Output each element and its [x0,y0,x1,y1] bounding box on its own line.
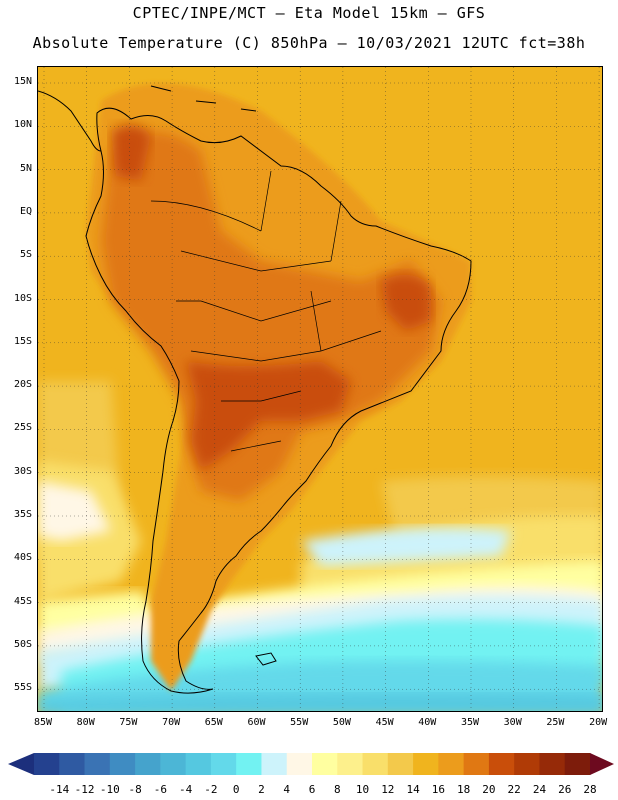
colorbar-swatch [34,753,60,775]
colorbar-label: 2 [258,783,265,796]
colorbar-swatch [185,753,212,775]
colorbar-swatch [539,753,566,775]
lon-label: 65W [204,717,223,728]
colorbar-label: -8 [128,783,142,796]
falkland-islands [255,652,277,666]
colorbar-high-arrow [590,753,614,775]
lat-label: 10N [13,119,32,131]
lon-label: 45W [375,717,394,728]
lon-label: 55W [290,717,309,728]
colorbar-label: -12 [74,783,95,796]
land-field-hot [101,131,441,501]
lat-label: 10S [13,292,32,304]
colorbar-label: 14 [406,783,420,796]
land-field-hot-nw [111,124,151,181]
colorbar-label: -2 [204,783,218,796]
colorbar-swatch [109,753,136,775]
title-line-2: Absolute Temperature (C) 850hPa – 10/03/… [32,34,586,52]
colorbar-label: -4 [179,783,193,796]
colorbar-label: 20 [482,783,496,796]
lon-label: 20W [589,717,608,728]
land-field-hottest-ne [381,274,431,331]
colorbar [8,753,614,775]
lat-label: 15N [13,76,32,87]
lon-label: 35W [460,717,480,728]
colorbar-label: 4 [283,783,291,796]
colorbar-label: 6 [308,783,316,796]
colorbar-swatch [84,753,111,775]
colorbar-label: 28 [583,783,597,796]
colorbar-swatch [286,753,313,775]
colorbar-swatch [59,753,86,775]
colorbar-swatch [514,753,540,775]
colorbar-swatch [312,753,338,775]
lat-label: 15S [13,335,32,347]
colorbar-label: -14 [49,783,70,796]
temperature-map [38,67,602,711]
caribbean-islands [150,85,257,112]
lat-label: 25S [13,422,32,434]
temp-band-4 [301,527,511,566]
temp-band-minus2 [38,694,602,711]
colorbar-label: -6 [153,783,167,796]
lat-label: 40S [13,552,32,564]
lon-label: 80W [76,717,95,728]
colorbar-low-arrow [8,753,34,775]
lon-label: 75W [119,717,138,728]
lat-label: 35S [13,509,32,520]
colorbar-swatch [438,753,465,775]
temp-band-8 [38,481,111,541]
map-frame [37,66,603,712]
colorbar-label: 22 [507,783,521,796]
colorbar-swatch [210,753,237,775]
lon-label: 25W [546,717,565,728]
lon-label: 50W [332,717,351,728]
lat-label: 5S [19,249,32,261]
colorbar-swatch [463,753,490,775]
lat-label: 55S [13,682,32,694]
colorbar-swatch [337,753,364,775]
colorbar-label: 10 [355,783,370,796]
lon-label: 30W [503,717,522,728]
lat-label: 5N [19,162,32,174]
colorbar-label: 0 [232,783,240,796]
colorbar-swatch [362,753,389,775]
lat-label: 30S [13,465,32,477]
lat-label: 50S [13,638,32,650]
land-field-hottest [186,361,351,471]
colorbar-label: 24 [532,783,547,796]
lon-label: 40W [418,717,437,728]
lat-label: 45S [13,595,32,607]
colorbar-label: -10 [99,783,120,796]
colorbar-swatch [135,753,161,775]
lon-label: 60W [247,717,266,728]
colorbar-swatch [261,753,288,775]
lon-label: 85W [33,717,53,728]
colorbar-label: 16 [431,783,445,796]
lat-label: 20S [13,379,32,391]
country-borders [150,170,382,452]
lat-label: EQ [19,205,32,217]
colorbar-swatch [488,753,515,775]
lon-label: 70W [162,717,181,728]
colorbar-label: 12 [381,783,395,796]
colorbar-swatch [564,753,591,775]
colorbar-swatch [236,753,262,775]
colorbar-label: 8 [333,783,341,796]
title-line-1: CPTEC/INPE/MCT – Eta Model 15km – GFS [132,4,486,22]
central-america-coastline [38,90,102,152]
colorbar-label: 26 [558,783,572,796]
south-america-coastline [85,107,472,694]
colorbar-swatch [413,753,439,775]
colorbar-swatch [387,753,414,775]
colorbar-swatch [160,753,187,775]
colorbar-label: 18 [457,783,471,796]
